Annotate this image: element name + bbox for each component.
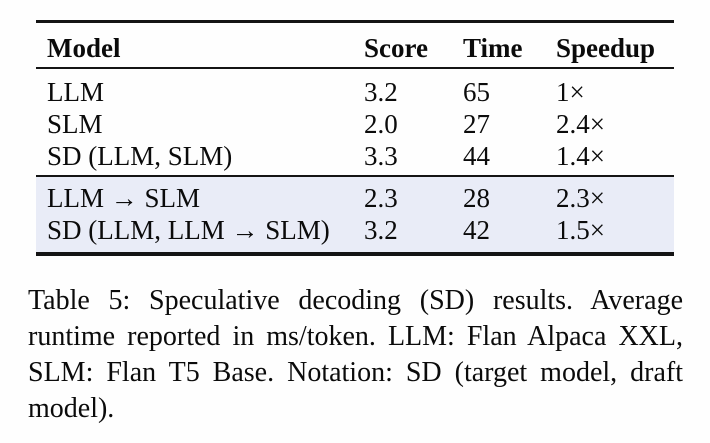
cell-time: 27 [463, 109, 490, 139]
table-body-highlighted: LLM → SLM 2.3 28 2.3× SD (LLM, LLM → SLM… [36, 177, 674, 252]
table-header-row: Model Score Time Speedup [36, 23, 674, 67]
cell-speedup: 2.4× [556, 109, 605, 139]
table-row: SLM 2.0 27 2.4× [36, 108, 674, 140]
caption-line: Table 5: Speculative decoding (SD) resul… [28, 285, 683, 316]
table-row-highlighted: SD (LLM, LLM → SLM) 3.2 42 1.5× [36, 214, 674, 246]
caption-line: model). [28, 393, 115, 424]
column-header-model: Model [47, 33, 121, 63]
table-caption: Table 5: Speculative decoding (SD) resul… [28, 283, 683, 427]
column-header-speedup: Speedup [556, 33, 656, 63]
cell-model: SD (LLM, SLM) [47, 141, 233, 171]
table-row: LLM 3.2 65 1× [36, 76, 674, 108]
cell-speedup: 1.4× [556, 141, 605, 171]
table-row: SD (LLM, SLM) 3.3 44 1.4× [36, 140, 674, 172]
caption-line: SLM: Flan T5 Base. Notation: SD (target … [28, 357, 683, 388]
table-body-plain: LLM 3.2 65 1× SLM 2.0 27 2.4× SD (LLM, S… [36, 69, 674, 175]
table-top-rule [36, 20, 674, 23]
column-header-time: Time [463, 33, 523, 63]
cell-speedup: 2.3× [556, 183, 605, 213]
cell-model: LLM [47, 77, 104, 107]
cell-time: 44 [463, 141, 490, 171]
cell-model: SLM [47, 109, 103, 139]
cell-model: LLM → SLM [47, 183, 201, 213]
table-bottom-rule [36, 252, 674, 256]
table-row-highlighted: LLM → SLM 2.3 28 2.3× [36, 182, 674, 214]
table-header-rule [36, 67, 674, 69]
cell-score: 3.2 [364, 215, 398, 245]
cell-score: 2.0 [364, 109, 398, 139]
cell-time: 65 [463, 77, 490, 107]
results-table: Model Score Time Speedup LLM 3.2 65 1× S… [36, 20, 674, 256]
caption-line: runtime reported in ms/token. LLM: Flan … [28, 321, 683, 352]
cell-score: 3.3 [364, 141, 398, 171]
column-header-score: Score [364, 33, 428, 63]
cell-score: 3.2 [364, 77, 398, 107]
cell-model: SD (LLM, LLM → SLM) [47, 215, 330, 245]
cell-speedup: 1.5× [556, 215, 605, 245]
cell-time: 28 [463, 183, 490, 213]
cell-time: 42 [463, 215, 490, 245]
cell-score: 2.3 [364, 183, 398, 213]
cell-speedup: 1× [556, 77, 585, 107]
table-section-rule [36, 175, 674, 177]
